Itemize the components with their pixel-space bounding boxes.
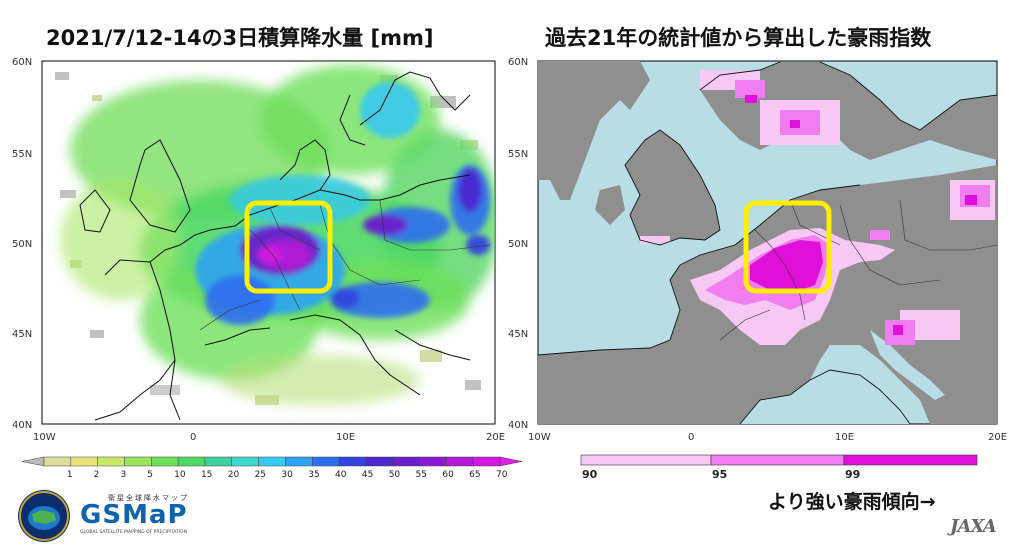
left-coastlines: [79, 71, 471, 421]
colorbar-tick-label: 10: [174, 470, 186, 480]
stronger-trend-caption: より強い豪雨傾向→: [768, 491, 936, 513]
right-map-title: 過去21年の統計値から算出した豪雨指数: [545, 26, 932, 50]
index-colorbar-tick-label: 90: [582, 468, 598, 481]
index-colorbar: [580, 454, 978, 466]
colorbar-tick-label: 3: [120, 470, 127, 480]
colorbar-tick-label: 70: [496, 470, 508, 480]
right-heavy-rain-index-map: 60N 55N 50N 45N 40N 10W 0 10E 20E: [508, 57, 1007, 443]
index-colorbar-tick-label: 95: [712, 468, 728, 481]
left-lon-label-20e: 20E: [486, 432, 505, 443]
left-borders: [199, 199, 491, 331]
right-coastlines: [538, 61, 997, 424]
left-lat-label-55: 55N: [12, 149, 32, 160]
colorbar-swatch: [338, 456, 367, 467]
colorbar-tick-label: 2: [93, 470, 100, 480]
left-lat-label-45: 45N: [12, 329, 32, 340]
right-axis-labels: 60N 55N 50N 45N 40N 10W 0 10E 20E: [508, 57, 1007, 443]
right-sea-features: [740, 330, 945, 424]
index-colorbar-swatch: [710, 454, 845, 466]
colorbar-tick-label: 5: [147, 470, 154, 480]
colorbar-tick-label: 40: [335, 470, 347, 480]
left-heavy-rain: [195, 82, 490, 325]
right-index-99: [745, 95, 977, 335]
right-lon-label-10w: 10W: [528, 432, 551, 443]
colorbar-tick-label: 25: [254, 470, 267, 480]
colorbar-swatch: [365, 456, 393, 467]
colorbar-tick-label: 45: [361, 470, 374, 480]
index-colorbar-swatch: [843, 454, 978, 466]
right-region-highlight: [743, 200, 832, 294]
right-lat-label-45: 45N: [508, 329, 528, 340]
colorbar-swatch: [472, 456, 501, 467]
colorbar-swatch: [258, 456, 286, 467]
right-lat-label-50: 50N: [508, 239, 528, 250]
left-map-title: 2021/7/12-14の3日積算降水量 [mm]: [46, 26, 434, 50]
left-lon-label-10e: 10E: [336, 432, 355, 443]
colorbar-swatch: [97, 456, 125, 467]
colorbar-overflow-arrow: [499, 456, 523, 467]
colorbar-swatch: [392, 456, 420, 467]
colorbar-tick-label: 50: [388, 470, 401, 480]
gsmap-english-name: GLOBAL SATELLITE MAPPING OF PRECIPITATIO…: [80, 530, 187, 535]
left-lon-label-0: 0: [190, 432, 196, 443]
colorbar-swatch: [124, 456, 152, 467]
colorbar-swatch: [231, 456, 259, 467]
left-lon-label-10w: 10W: [33, 432, 56, 443]
colorbar-swatch: [419, 456, 447, 467]
colorbar-tick-label: 20: [227, 470, 240, 480]
index-colorbar-tick-label: 99: [845, 468, 861, 481]
colorbar-swatch: [285, 456, 313, 467]
right-lat-label-60: 60N: [508, 57, 528, 68]
right-lon-label-0: 0: [688, 432, 694, 443]
gsmap-wordmark: GSMaP: [80, 500, 188, 530]
left-lat-label-60: 60N: [12, 57, 32, 68]
colorbar-swatch: [446, 456, 474, 467]
left-region-highlight: [244, 200, 333, 294]
colorbar-swatch: [177, 456, 206, 467]
right-lon-label-20e: 20E: [988, 432, 1007, 443]
colorbar-underflow-arrow: [21, 456, 45, 467]
colorbar-tick-label: 60: [442, 470, 454, 480]
index-colorbar-swatch: [580, 454, 712, 466]
colorbar-tick-label: 1: [66, 470, 73, 480]
colorbar-swatch: [311, 456, 340, 467]
colorbar-swatch: [204, 456, 233, 467]
colorbar-swatch: [43, 456, 72, 467]
left-lat-label-40: 40N: [12, 420, 32, 431]
gsmap-logo: [18, 490, 70, 542]
gsmap-japanese-name: 衛星全球降水マップ: [108, 494, 189, 502]
right-lon-label-10e: 10E: [835, 432, 854, 443]
left-lat-label-50: 50N: [12, 239, 32, 250]
jaxa-logo: JAXA: [950, 516, 997, 537]
left-axis-labels: 60N 55N 50N 45N 40N 10W 0 10E 20E: [12, 57, 505, 443]
colorbar-tick-label: 55: [415, 470, 427, 480]
left-precipitation-map: 60N 55N 50N 45N 40N 10W 0 10E 20E: [12, 57, 505, 443]
colorbar-tick-label: 65: [469, 470, 481, 480]
right-lat-label-55: 55N: [508, 149, 528, 160]
colorbar-tick-label: 35: [308, 470, 320, 480]
colorbar-swatch: [151, 456, 179, 467]
precipitation-colorbar: [21, 456, 523, 467]
colorbar-tick-label: 15: [200, 470, 213, 480]
colorbar-tick-label: 30: [281, 470, 293, 480]
colorbar-swatch: [70, 456, 98, 467]
right-lat-label-40: 40N: [508, 420, 528, 431]
